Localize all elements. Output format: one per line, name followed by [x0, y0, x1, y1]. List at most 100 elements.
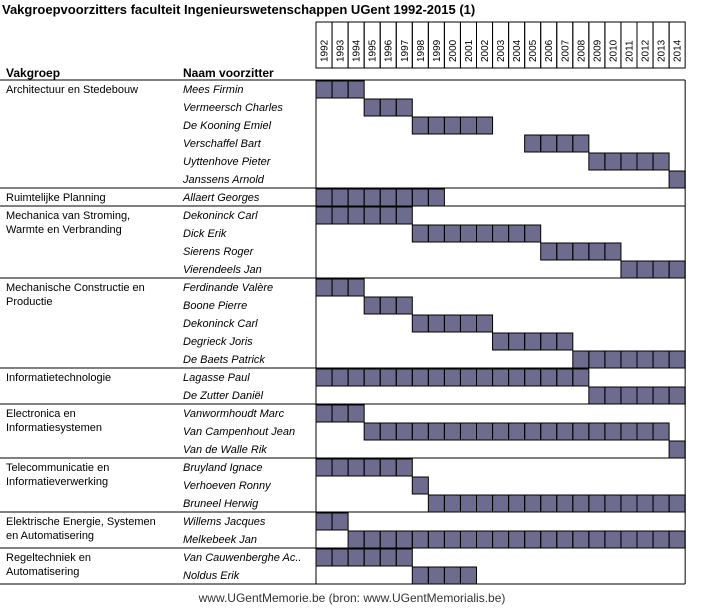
tenure-year-cell: [556, 332, 574, 351]
tenure-bar-van-de-walle-rik: [669, 441, 686, 458]
tenure-year-cell: [652, 152, 670, 171]
chair-name: Bruneel Herwig: [183, 498, 259, 510]
tenure-year-cell: [476, 314, 494, 333]
tenure-year-cell: [395, 206, 413, 225]
group-label: Informatietechnologie: [6, 372, 111, 384]
tenure-year-cell: [604, 242, 622, 261]
chair-name: De Baets Patrick: [183, 354, 265, 366]
source-footer: www.UGentMemorie.be (bron: www.UGentMemo…: [198, 591, 506, 605]
tenure-bar-janssens-arnold: [669, 171, 686, 188]
chair-name: Dekoninck Carl: [183, 210, 258, 222]
chair-name: Ferdinande Valère: [183, 282, 273, 294]
year-header-cell: [668, 21, 686, 69]
year-label: 2012: [641, 39, 652, 62]
year-label: 1998: [416, 39, 427, 62]
group-label: Automatisering: [6, 566, 79, 578]
chair-name: De Kooning Emiel: [183, 120, 272, 132]
tenure-year-cell: [395, 98, 413, 117]
tenure-year-cell: [652, 422, 670, 441]
tenure-bar-van-campenhout-jean: [364, 423, 670, 440]
tenure-year-cell: [347, 404, 365, 423]
tenure-bar-ferdinande-valere: [316, 279, 365, 296]
tenure-year-cell: [476, 116, 494, 135]
chair-name: Van Campenhout Jean: [183, 426, 295, 438]
chair-name: Noldus Erik: [183, 570, 240, 582]
chair-name: Verschaffel Bart: [183, 138, 262, 150]
tenure-year-cell: [347, 80, 365, 99]
chair-name: Vermeersch Charles: [183, 102, 283, 114]
tenure-year-cell: [395, 458, 413, 477]
tenure-year-cell: [572, 368, 590, 387]
year-label: 1999: [432, 39, 443, 62]
tenure-bar-dekoninck-carl: [412, 315, 493, 332]
year-label: 2013: [657, 39, 668, 62]
group-label: Regeltechniek en: [6, 552, 91, 564]
tenure-bar-de-kooning-emiel: [412, 117, 493, 134]
tenure-bar-melkebeek-jan: [348, 531, 686, 548]
group-label: Mechanica van Stroming,: [6, 210, 130, 222]
chart-title: Vakgroepvoorzitters faculteit Ingenieurs…: [2, 2, 476, 17]
year-label: 2001: [464, 39, 475, 62]
chair-name: Melkebeek Jan: [183, 534, 257, 546]
year-label: 2006: [544, 39, 555, 62]
year-label: 2000: [448, 39, 459, 62]
year-label: 2002: [480, 39, 491, 62]
gantt-chart: 1992 1993 1994 1995 1996 1997 1998 1999 2000 2001…: [0, 21, 686, 585]
chair-name: Janssens Arnold: [182, 174, 265, 186]
group-label: en Automatisering: [6, 530, 94, 542]
year-label: 1997: [400, 39, 411, 62]
chair-name: Dekoninck Carl: [183, 318, 258, 330]
group-label: Electronica en: [6, 408, 76, 420]
group-label: Elektrische Energie, Systemen: [6, 516, 156, 528]
chair-name: Vanwormhoudt Marc: [183, 408, 285, 420]
chair-name: De Zutter Daniël: [183, 390, 264, 402]
year-label: 2014: [673, 39, 684, 62]
year-label: 2011: [624, 40, 635, 62]
tenure-bar-de-baets-patrick: [572, 351, 686, 368]
year-label: 1994: [352, 39, 363, 62]
year-label: 2008: [576, 39, 587, 62]
chair-name: Degrieck Joris: [183, 336, 253, 348]
column-header-vakgroep: Vakgroep: [6, 66, 61, 80]
year-label: 1995: [368, 39, 379, 62]
tenure-bar-sierens-roger: [540, 243, 621, 260]
year-label: 1992: [320, 39, 331, 62]
group-label: Productie: [6, 296, 52, 308]
tenure-bar-degrieck-joris: [492, 333, 573, 350]
group-label: Informatiesystemen: [6, 422, 102, 434]
tenure-bar-vanwormhoudt-marc: [316, 405, 365, 422]
tenure-year-cell: [572, 134, 590, 153]
group-label: Mechanische Constructie en: [6, 282, 145, 294]
year-label: 2003: [496, 39, 507, 62]
chair-name: Allaert Georges: [182, 192, 260, 204]
chair-name: Vierendeels Jan: [183, 264, 262, 276]
tenure-year-cell: [395, 296, 413, 315]
tenure-year-cell: [524, 224, 542, 243]
chair-name: Boone Pierre: [183, 300, 247, 312]
chair-name: Willems Jacques: [183, 516, 266, 528]
tenure-year-cell: [395, 548, 413, 567]
column-header-naam-voorzitter: Naam voorzitter: [183, 66, 274, 80]
chair-name: Van Cauwenberghe Ac..: [183, 552, 301, 564]
year-label: 2010: [608, 39, 619, 62]
chair-name: Mees Firmin: [183, 84, 244, 96]
tenure-bar-mees-firmin: [316, 81, 365, 98]
chair-name: Dick Erik: [183, 228, 227, 240]
year-label: 2007: [560, 39, 571, 62]
year-label: 1996: [384, 39, 395, 62]
tenure-bar-verhoeven-ronny: [412, 477, 429, 494]
chair-name: Van de Walle Rik: [183, 444, 267, 456]
tenure-bar-lagasse-paul: [316, 369, 589, 386]
tenure-year-cell: [347, 278, 365, 297]
tenure-bar-vermeersch-charles: [364, 99, 413, 116]
group-label: Architectuur en Stedebouw: [6, 84, 138, 96]
group-label: Informatieverwerking: [6, 476, 108, 488]
year-label: 1993: [336, 39, 347, 62]
chair-name: Sierens Roger: [183, 246, 255, 258]
chair-name: Verhoeven Ronny: [183, 480, 272, 492]
tenure-bar-boone-pierre: [364, 297, 413, 314]
year-label: 2009: [592, 39, 603, 62]
chair-name: Uyttenhove Pieter: [183, 156, 272, 168]
year-label: 2005: [528, 39, 539, 62]
year-label: 2004: [512, 39, 523, 62]
